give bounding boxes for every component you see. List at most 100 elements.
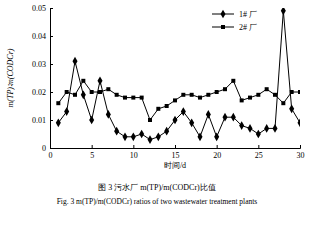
x-tick: 15 bbox=[172, 145, 180, 160]
y-tick: 0.05 bbox=[32, 4, 53, 13]
x-tick-mark bbox=[300, 145, 301, 148]
x-tick-label: 15 bbox=[172, 151, 180, 160]
data-point bbox=[206, 93, 210, 97]
data-point bbox=[247, 124, 252, 133]
x-tick-label: 0 bbox=[49, 151, 53, 160]
data-point bbox=[172, 116, 177, 125]
data-point bbox=[206, 110, 211, 119]
legend-marker bbox=[221, 25, 225, 29]
plot-area bbox=[56, 8, 300, 144]
data-point bbox=[215, 90, 219, 94]
data-point bbox=[298, 90, 300, 94]
data-point bbox=[64, 107, 69, 116]
data-point bbox=[239, 121, 244, 130]
data-point bbox=[190, 93, 194, 97]
x-tick-mark bbox=[217, 145, 218, 148]
data-point bbox=[156, 107, 160, 111]
y-tick-mark bbox=[50, 8, 53, 9]
data-point bbox=[297, 118, 300, 127]
y-axis-label: m(TP)∶m(CODCr) bbox=[6, 48, 15, 107]
data-point bbox=[106, 87, 110, 91]
data-point bbox=[148, 118, 152, 122]
data-point bbox=[65, 90, 69, 94]
data-point bbox=[123, 96, 127, 100]
y-tick-label: 0.02 bbox=[32, 88, 46, 97]
x-tick-label: 25 bbox=[255, 151, 263, 160]
series-line bbox=[58, 81, 300, 120]
y-tick-mark bbox=[50, 148, 53, 149]
y-tick-label: 0.01 bbox=[32, 116, 46, 125]
data-point bbox=[73, 93, 77, 97]
data-point bbox=[281, 101, 285, 105]
data-point bbox=[248, 96, 252, 100]
data-point bbox=[81, 79, 85, 83]
data-point bbox=[98, 90, 102, 94]
x-tick-mark bbox=[92, 145, 93, 148]
chart: 0 5 10 15 20 25 30 0 0.01 0.02 0.03 0.04 0.05 时间/d m(T… bbox=[0, 0, 314, 226]
legend-label: 1# 厂 bbox=[239, 10, 257, 19]
data-point bbox=[89, 116, 94, 125]
y-tick-label: 0.03 bbox=[32, 60, 46, 69]
data-point bbox=[139, 130, 144, 139]
data-point bbox=[272, 124, 277, 133]
y-tick: 0.02 bbox=[32, 88, 53, 97]
data-point bbox=[122, 132, 127, 141]
x-tick-mark bbox=[133, 145, 134, 148]
data-point bbox=[165, 104, 169, 108]
data-point bbox=[156, 132, 161, 141]
data-point bbox=[181, 107, 186, 116]
x-axis-label: 时间/d bbox=[164, 161, 186, 170]
data-point bbox=[173, 98, 177, 102]
x-tick: 30 bbox=[297, 145, 305, 160]
data-point bbox=[290, 90, 294, 94]
data-point bbox=[131, 96, 135, 100]
x-tick-label: 20 bbox=[213, 151, 221, 160]
data-point bbox=[97, 76, 102, 85]
data-point bbox=[56, 118, 61, 127]
data-point bbox=[140, 96, 144, 100]
data-point bbox=[240, 98, 244, 102]
y-tick-mark bbox=[50, 36, 53, 37]
y-tick-mark bbox=[50, 64, 53, 65]
data-point bbox=[265, 87, 269, 91]
data-point bbox=[222, 113, 227, 122]
data-point bbox=[256, 93, 260, 97]
data-point bbox=[223, 87, 227, 91]
y-tick-mark bbox=[50, 120, 53, 121]
data-point bbox=[281, 8, 286, 15]
legend-marker bbox=[220, 10, 225, 19]
y-tick: 0.04 bbox=[32, 32, 53, 41]
data-point bbox=[147, 135, 152, 144]
x-axis-line bbox=[51, 145, 301, 149]
y-tick-mark bbox=[50, 92, 53, 93]
y-tick: 0.03 bbox=[32, 60, 53, 69]
data-point bbox=[90, 90, 94, 94]
x-tick: 25 bbox=[255, 145, 263, 160]
data-point bbox=[231, 113, 236, 122]
data-point bbox=[256, 130, 261, 139]
data-point bbox=[289, 104, 294, 113]
x-tick-label: 10 bbox=[130, 151, 138, 160]
legend: 1# 厂2# 厂 bbox=[212, 10, 257, 32]
x-tick: 10 bbox=[130, 145, 138, 160]
y-axis: 0 0.01 0.02 0.03 0.04 0.05 bbox=[32, 4, 53, 153]
title: 图 3 污水厂 m(TP)/m(CODCr)比值 bbox=[98, 183, 216, 192]
data-point bbox=[115, 93, 119, 97]
data-point bbox=[231, 79, 235, 83]
data-point bbox=[72, 57, 77, 66]
x-axis: 0 5 10 15 20 25 30 bbox=[49, 145, 305, 160]
series-line bbox=[58, 11, 300, 140]
x-tick-mark bbox=[258, 145, 259, 148]
y-tick-label: 0.05 bbox=[32, 4, 46, 13]
data-point bbox=[214, 132, 219, 141]
data-point bbox=[264, 124, 269, 133]
y-tick-label: 0 bbox=[42, 144, 46, 153]
data-point bbox=[198, 96, 202, 100]
data-point bbox=[81, 90, 86, 99]
data-point bbox=[164, 127, 169, 136]
data-point bbox=[114, 127, 119, 136]
data-point bbox=[197, 132, 202, 141]
y-tick: 0.01 bbox=[32, 116, 53, 125]
x-tick: 5 bbox=[90, 145, 94, 160]
x-tick-mark bbox=[175, 145, 176, 148]
